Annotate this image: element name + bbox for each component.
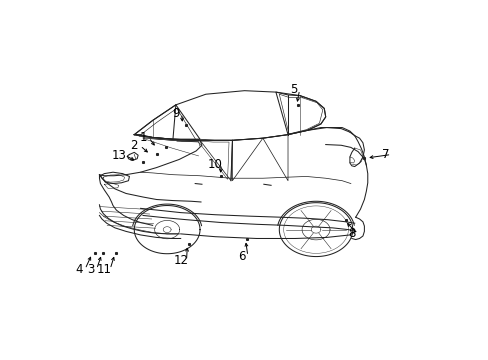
Text: 7: 7 bbox=[381, 148, 388, 161]
Text: 4: 4 bbox=[75, 263, 83, 276]
Text: 9: 9 bbox=[172, 107, 179, 120]
Text: 12: 12 bbox=[173, 254, 188, 267]
Text: 13: 13 bbox=[111, 149, 126, 162]
Text: 8: 8 bbox=[347, 228, 355, 240]
Text: 11: 11 bbox=[97, 263, 112, 276]
Text: 2: 2 bbox=[130, 139, 138, 152]
Text: 6: 6 bbox=[238, 250, 245, 263]
Text: 10: 10 bbox=[207, 158, 223, 171]
Text: 1: 1 bbox=[139, 131, 146, 144]
Text: 3: 3 bbox=[87, 263, 94, 276]
Text: 5: 5 bbox=[289, 83, 297, 96]
